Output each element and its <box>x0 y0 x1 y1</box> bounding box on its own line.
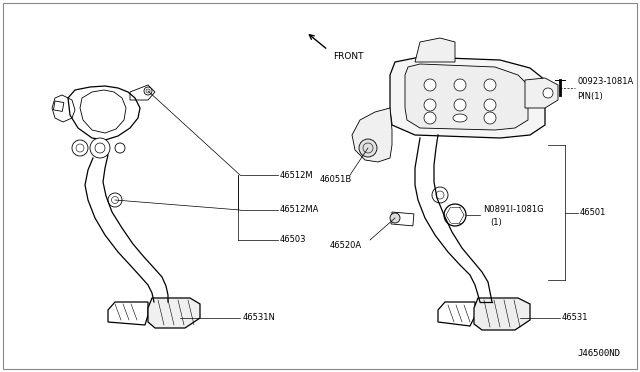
Text: 46051B: 46051B <box>320 176 352 185</box>
Polygon shape <box>438 302 475 326</box>
Polygon shape <box>148 298 200 328</box>
Circle shape <box>454 79 466 91</box>
Bar <box>53 101 64 112</box>
Circle shape <box>90 138 110 158</box>
Polygon shape <box>525 78 558 108</box>
Circle shape <box>115 143 125 153</box>
Circle shape <box>484 79 496 91</box>
Polygon shape <box>405 64 528 130</box>
Circle shape <box>108 193 122 207</box>
Circle shape <box>424 112 436 124</box>
Text: J46500ND: J46500ND <box>577 349 620 358</box>
Text: FRONT: FRONT <box>333 52 364 61</box>
Text: 00923-1081A: 00923-1081A <box>577 77 633 87</box>
Circle shape <box>484 99 496 111</box>
Text: PIN(1): PIN(1) <box>577 92 603 100</box>
Circle shape <box>454 99 466 111</box>
Text: 46531N: 46531N <box>243 314 276 323</box>
Text: (1): (1) <box>490 218 502 227</box>
Text: 46512MA: 46512MA <box>280 205 319 215</box>
Polygon shape <box>108 302 148 325</box>
Bar <box>391 212 414 226</box>
Circle shape <box>543 88 553 98</box>
Circle shape <box>424 79 436 91</box>
Circle shape <box>72 140 88 156</box>
Polygon shape <box>390 57 545 138</box>
Text: 46503: 46503 <box>280 235 307 244</box>
Circle shape <box>359 139 377 157</box>
Circle shape <box>144 87 152 95</box>
Text: 46501: 46501 <box>580 208 606 217</box>
Polygon shape <box>474 298 530 330</box>
Ellipse shape <box>453 114 467 122</box>
Text: 46520A: 46520A <box>330 241 362 250</box>
Circle shape <box>432 187 448 203</box>
Polygon shape <box>352 108 392 162</box>
Polygon shape <box>415 38 455 62</box>
Circle shape <box>444 204 466 226</box>
Text: 46531: 46531 <box>562 314 589 323</box>
Circle shape <box>424 99 436 111</box>
Circle shape <box>390 213 400 223</box>
Text: N0891I-1081G: N0891I-1081G <box>483 205 543 215</box>
Circle shape <box>484 112 496 124</box>
Text: 46512M: 46512M <box>280 170 314 180</box>
